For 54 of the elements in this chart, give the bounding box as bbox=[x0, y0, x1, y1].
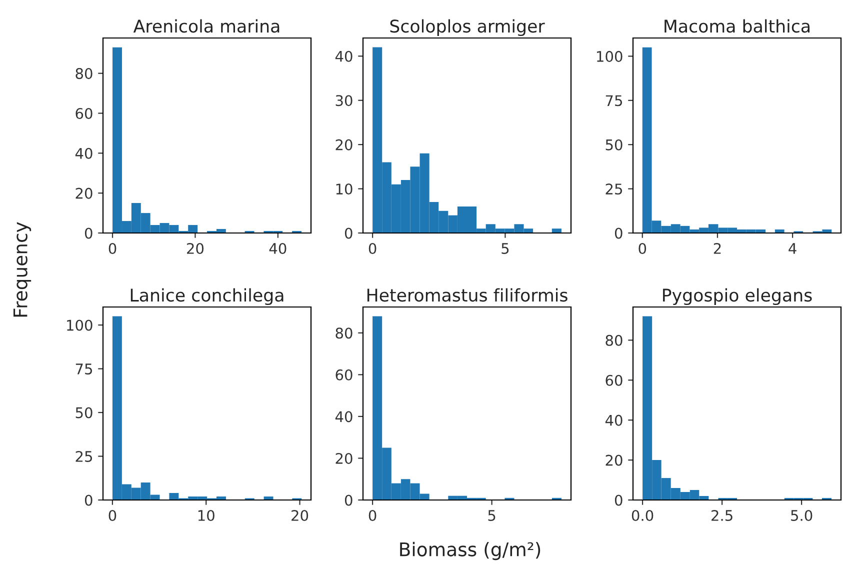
x-tick-label: 5.0 bbox=[791, 510, 812, 522]
x-tick-label: 0 bbox=[108, 510, 116, 522]
x-tick-label: 0 bbox=[108, 242, 116, 254]
y-tick-label: 20 bbox=[606, 454, 622, 466]
chart-title: Lanice conchilega bbox=[130, 288, 284, 306]
y-tick-label: 75 bbox=[76, 364, 92, 375]
y-tick-label: 40 bbox=[75, 148, 92, 159]
y-tick-label: 80 bbox=[336, 328, 352, 339]
y-tick-label: 30 bbox=[336, 95, 352, 106]
chart-title: Pygospio elegans bbox=[663, 288, 812, 306]
y-tick-label: 60 bbox=[606, 374, 622, 386]
y-tick-label: 0 bbox=[344, 228, 352, 239]
y-tick-label: 0 bbox=[614, 228, 622, 239]
x-tick-label: 40 bbox=[269, 242, 286, 254]
y-tick-label: 20 bbox=[76, 188, 92, 199]
y-tick-label: 60 bbox=[336, 369, 352, 380]
x-axis-title: Biomass (g/m²) bbox=[400, 542, 540, 560]
x-tick-label: 5 bbox=[502, 243, 509, 254]
y-tick-label: 20 bbox=[336, 452, 352, 464]
y-tick-label: 25 bbox=[606, 184, 622, 195]
y-tick-label: 20 bbox=[336, 139, 352, 150]
y-tick-label: 100 bbox=[597, 50, 622, 62]
chart-title: Arenicola marina bbox=[133, 19, 280, 33]
y-tick-label: 100 bbox=[67, 320, 92, 331]
x-tick-label: 5 bbox=[488, 510, 496, 522]
chart-title: Scoloplos armiger bbox=[390, 19, 545, 36]
y-tick-label: 80 bbox=[606, 334, 622, 346]
y-tick-label: 0 bbox=[84, 494, 92, 506]
y-tick-label: 40 bbox=[335, 50, 352, 62]
x-tick-label: 20 bbox=[292, 510, 308, 522]
y-tick-label: 60 bbox=[76, 108, 92, 119]
y-tick-label: 50 bbox=[76, 407, 92, 418]
x-tick-label: 0 bbox=[368, 510, 376, 522]
y-tick-label: 10 bbox=[336, 184, 352, 195]
x-tick-label: 20 bbox=[187, 242, 204, 254]
x-tick-label: 4 bbox=[788, 243, 796, 254]
x-tick-label: 0 bbox=[368, 242, 376, 254]
y-axis-title: Frequency bbox=[14, 222, 32, 317]
y-tick-label: 25 bbox=[76, 450, 92, 462]
y-tick-label: 80 bbox=[76, 68, 92, 80]
x-tick-label: 2 bbox=[714, 242, 721, 254]
y-tick-label: 0 bbox=[344, 494, 352, 506]
y-tick-label: 50 bbox=[606, 139, 622, 150]
y-tick-label: 75 bbox=[606, 95, 622, 106]
y-tick-label: 0 bbox=[84, 228, 92, 239]
y-tick-label: 0 bbox=[614, 494, 622, 506]
chart-title: Macoma balthica bbox=[664, 19, 810, 33]
x-tick-label: 2.5 bbox=[712, 510, 732, 522]
x-tick-label: 0.0 bbox=[632, 510, 654, 522]
x-tick-label: 0 bbox=[638, 242, 646, 254]
chart-title: Heteromastus filiformis bbox=[367, 288, 568, 302]
y-tick-label: 40 bbox=[605, 414, 622, 426]
x-tick-label: 10 bbox=[198, 510, 214, 522]
y-tick-label: 40 bbox=[335, 411, 352, 422]
